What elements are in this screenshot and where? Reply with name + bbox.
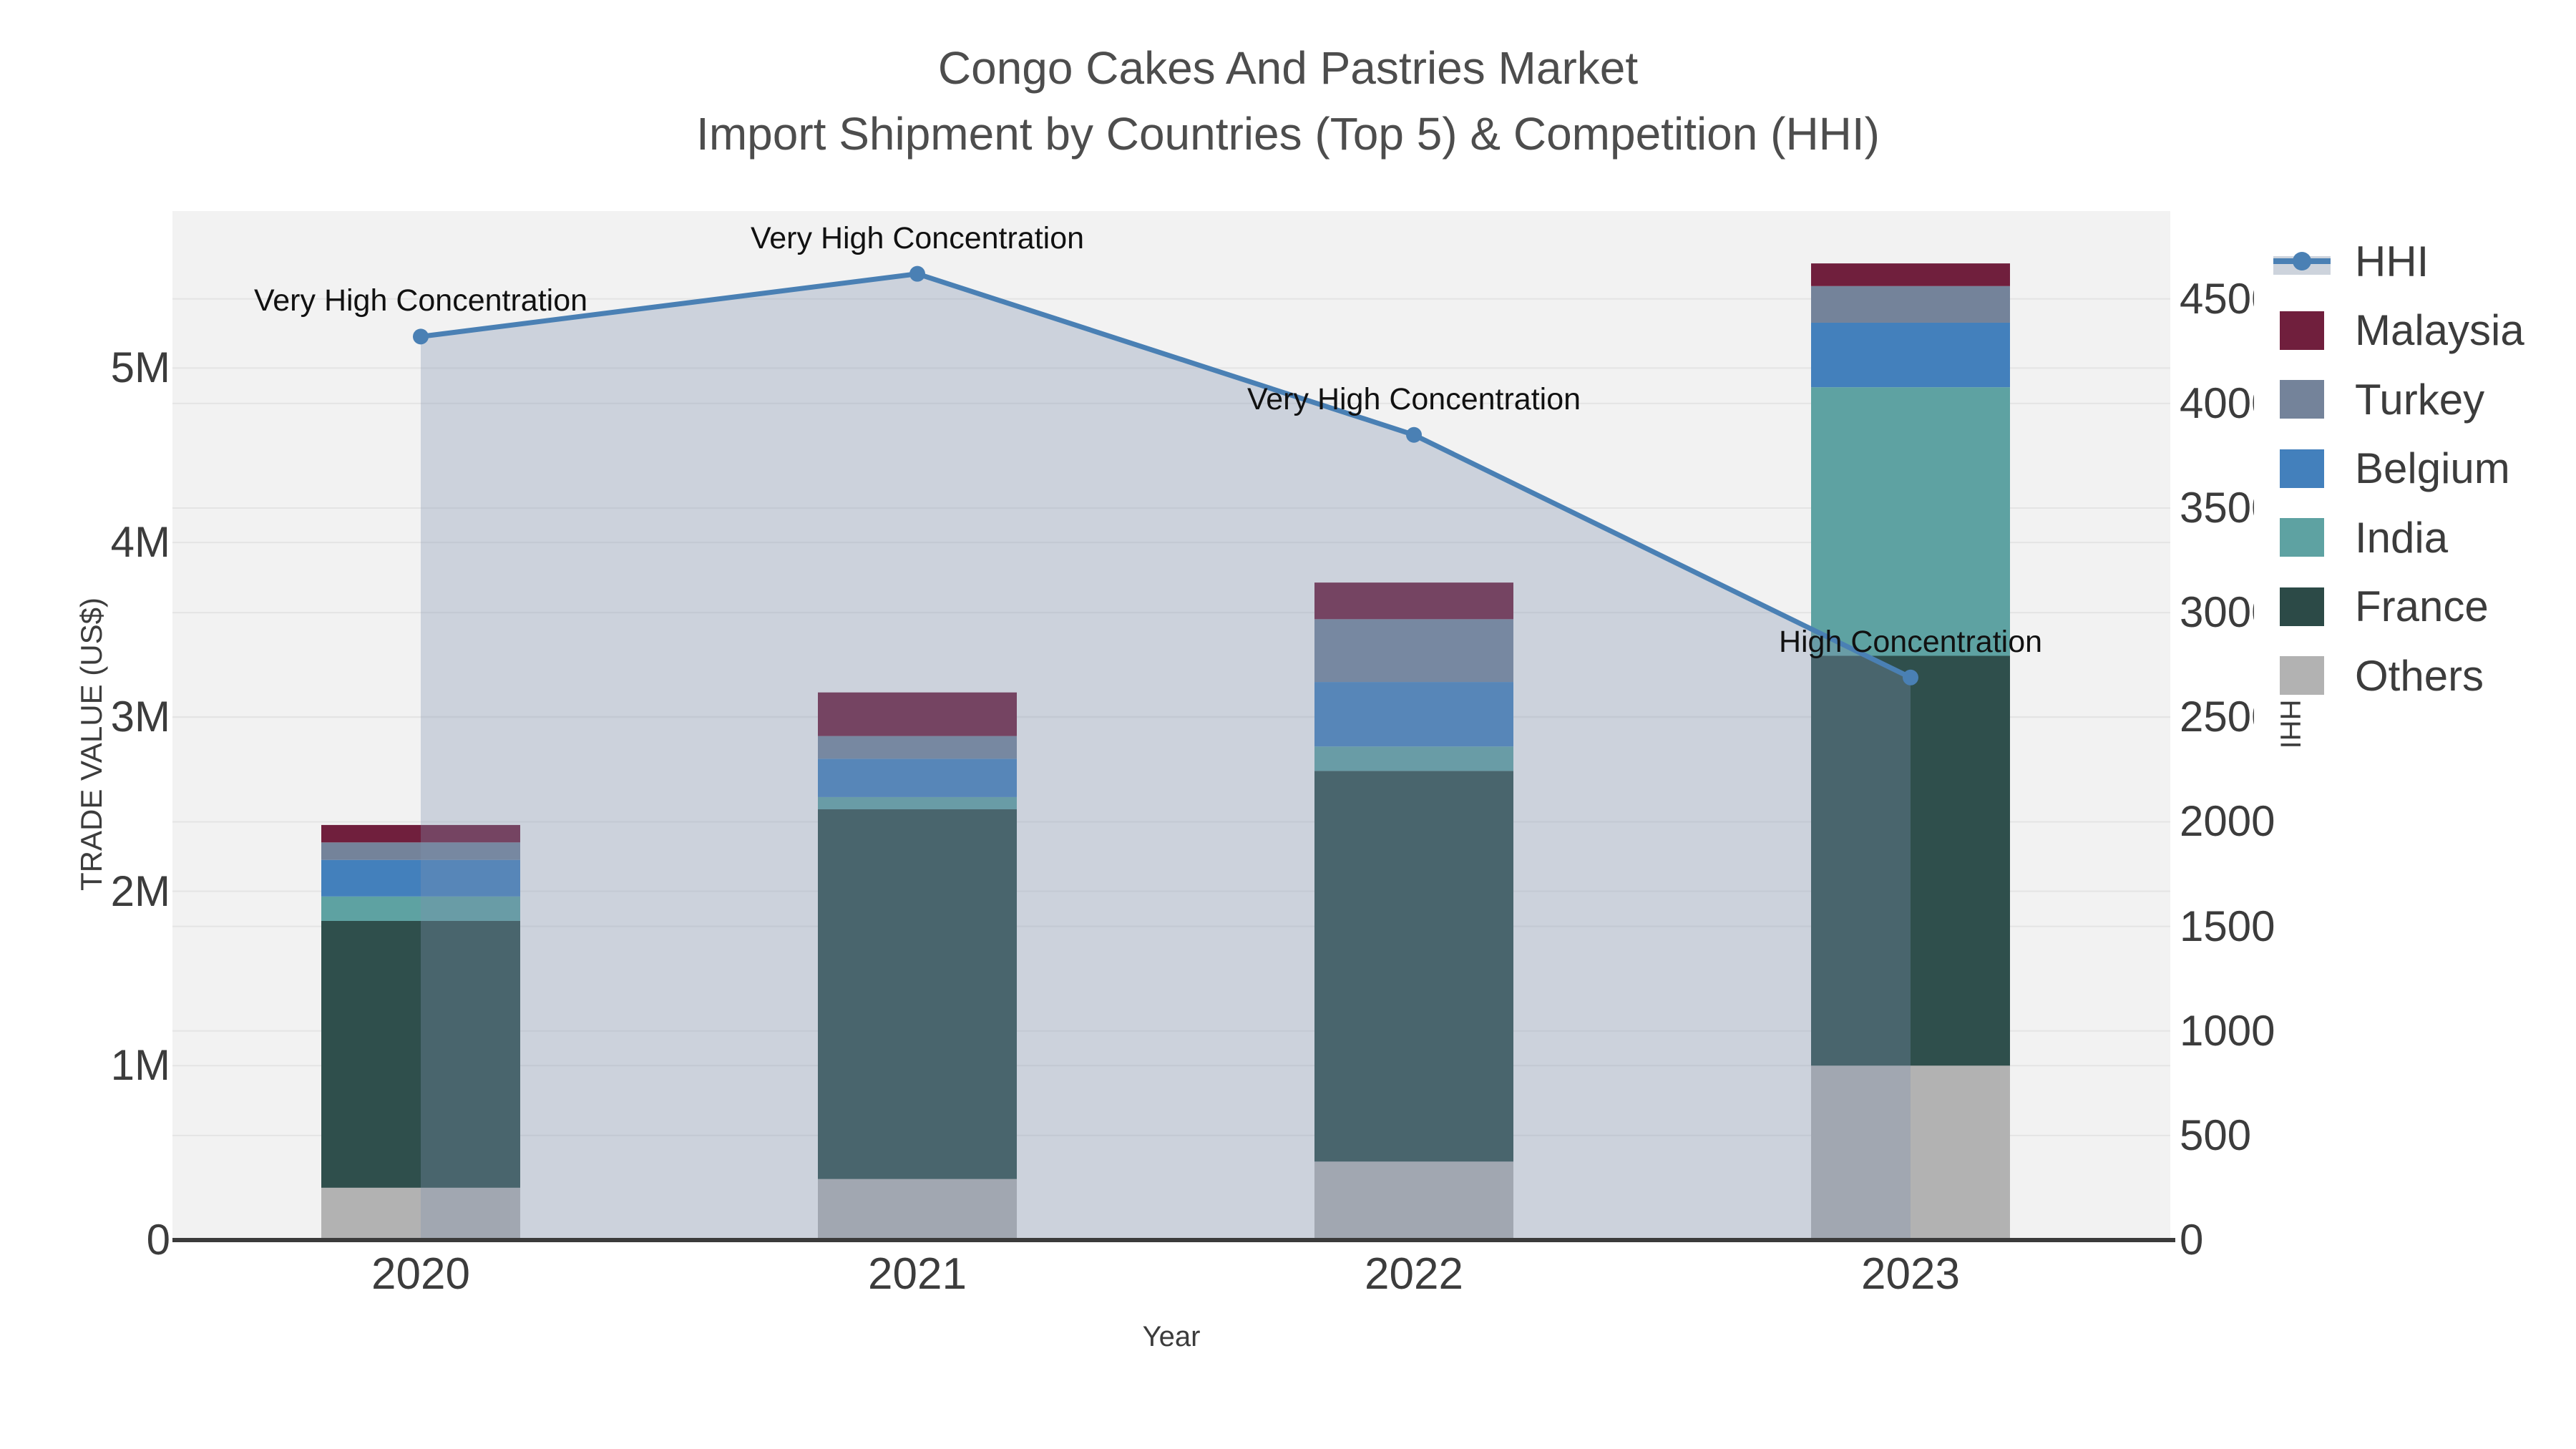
x-axis-line [172,1238,2175,1242]
bar-segment-2022-others[interactable] [1314,1161,1513,1240]
hhi-point-2022[interactable] [1406,426,1422,443]
legend-item-hhi[interactable]: HHI [2273,227,2429,296]
y-tick-0: 0 [146,1216,170,1264]
hhi-point-2020[interactable] [413,328,429,345]
legend-label: Turkey [2355,375,2485,424]
bar-segment-2023-india[interactable] [1811,387,2010,656]
annotation-2022: Very High Concentration [1246,381,1581,416]
bar-segment-2023-france[interactable] [1811,655,2010,1066]
y-tick-3M: 3M [110,692,170,741]
hhi-point-2021[interactable] [909,265,925,282]
legend-label: France [2355,582,2489,630]
hhi-point-2023[interactable] [1903,669,1918,686]
bar-segment-2020-malaysia[interactable] [321,824,520,843]
turkey-swatch-icon [2280,380,2324,419]
x-tick-2020: 2020 [371,1249,470,1299]
bar-segment-2021-belgium[interactable] [818,758,1017,797]
y2-tick-0: 0 [2180,1216,2204,1264]
legend-swatch-icon [2273,296,2331,365]
bar-segment-2021-malaysia[interactable] [818,692,1017,736]
annotation-2020: Very High Concentration [253,283,588,318]
belgium-swatch-icon [2280,449,2324,488]
chart-title-line2: Import Shipment by Countries (Top 5) & C… [696,108,1880,160]
legend-item-belgium[interactable]: Belgium [2273,434,2510,503]
legend-label: Belgium [2355,444,2510,492]
y2-tick-2000: 2000 [2180,797,2275,846]
bar-segment-2021-others[interactable] [818,1179,1017,1240]
hhi-line[interactable] [420,271,1912,680]
y2-tick-500: 500 [2180,1111,2252,1159]
legend-swatch-icon [2273,641,2331,710]
bar-segment-2020-france[interactable] [321,920,520,1188]
bar-segment-2023-malaysia[interactable] [1811,263,2010,286]
legend-label: Others [2355,651,2484,700]
bar-segment-2021-turkey[interactable] [818,736,1017,759]
legend-item-others[interactable]: Others [2273,641,2484,710]
y-tick-5M: 5M [110,343,170,392]
bar-segment-2022-india[interactable] [1314,746,1513,771]
chart-title-line1: Congo Cakes And Pastries Market [937,42,1639,94]
y-tick-2M: 2M [110,867,170,915]
y-axis-title: TRADE VALUE (US$) [74,597,108,891]
hhi-area-fill [421,273,1911,1241]
malaysia-swatch-icon [2280,311,2324,350]
legend-swatch-icon [2273,572,2331,641]
legend-swatch-icon [2273,434,2331,503]
hhi-marker-icon [2293,252,2311,270]
y-tick-1M: 1M [110,1041,170,1090]
x-tick-2021: 2021 [868,1249,967,1299]
x-axis-title: Year [1142,1321,1201,1352]
bar-segment-2022-malaysia[interactable] [1314,582,1513,620]
bar-segment-2020-turkey[interactable] [321,842,520,860]
bar-segment-2022-turkey[interactable] [1314,619,1513,683]
annotation-2023: High Concentration [1778,624,2043,659]
legend-label: HHI [2355,237,2429,286]
y2-tick-1000: 1000 [2180,1006,2275,1055]
bar-segment-2020-belgium[interactable] [321,859,520,897]
bar-segment-2020-india[interactable] [321,896,520,921]
legend-swatch-icon [2273,503,2331,572]
bar-segment-2023-others[interactable] [1811,1065,2010,1240]
bar-segment-2023-turkey[interactable] [1811,286,2010,323]
legend-item-india[interactable]: India [2273,503,2448,572]
annotation-2021: Very High Concentration [750,220,1085,255]
legend-label: Malaysia [2355,306,2524,354]
india-swatch-icon [2280,518,2324,557]
bar-segment-2022-belgium[interactable] [1314,682,1513,747]
x-tick-2022: 2022 [1365,1249,1463,1299]
bar-segment-2021-india[interactable] [818,796,1017,809]
bar-segment-2020-others[interactable] [321,1187,520,1240]
france-swatch-icon [2280,587,2324,626]
others-swatch-icon [2280,656,2324,695]
legend-item-malaysia[interactable]: Malaysia [2273,296,2524,365]
bar-segment-2021-france[interactable] [818,809,1017,1179]
y-tick-4M: 4M [110,518,170,567]
legend-item-turkey[interactable]: Turkey [2273,365,2484,434]
hhi-line-swatch-icon [2273,227,2331,296]
legend-item-france[interactable]: France [2273,572,2489,641]
bar-segment-2023-belgium[interactable] [1811,322,2010,388]
y2-tick-1500: 1500 [2180,902,2275,950]
legend-label: India [2355,513,2449,562]
x-tick-2023: 2023 [1861,1249,1960,1299]
bar-segment-2022-france[interactable] [1314,771,1513,1162]
legend-swatch-icon [2273,365,2331,434]
